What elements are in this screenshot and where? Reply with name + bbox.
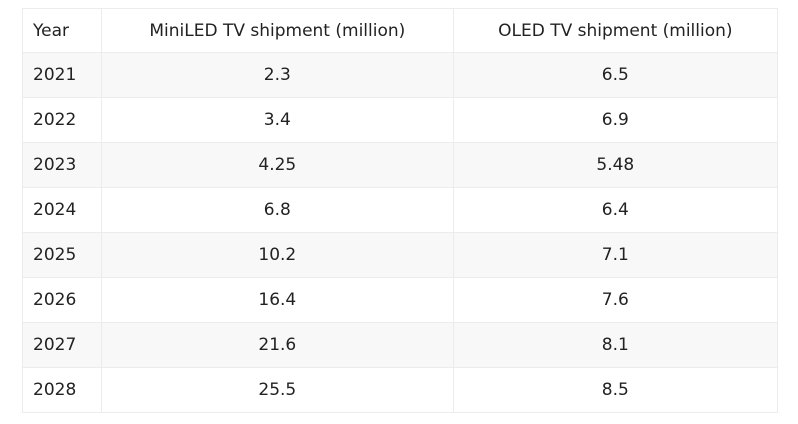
table-cell: 8.5 (452, 367, 779, 413)
table-cell: 2027 (22, 322, 102, 368)
table-cell: 6.4 (452, 187, 779, 233)
table-cell: 7.1 (452, 232, 779, 278)
header-row: Year MiniLED TV shipment (million) OLED TV… (22, 8, 779, 53)
table-cell: 6.9 (452, 97, 779, 143)
table-row: 2022 3.4 6.9 (22, 97, 779, 143)
table-cell: 8.1 (452, 322, 779, 368)
table-cell: 10.2 (101, 232, 454, 278)
table-cell: 2023 (22, 142, 102, 188)
table-row: 2025 10.2 7.1 (22, 232, 779, 278)
table-cell: 4.25 (101, 142, 454, 188)
table-row: 2027 21.6 8.1 (22, 322, 779, 368)
header-cell: OLED TV shipment (million) (452, 8, 779, 53)
table-row: 2024 6.8 6.4 (22, 187, 779, 233)
table-cell: 21.6 (101, 322, 454, 368)
table-body: 2021 2.3 6.5 2022 3.4 6.9 2023 4.25 5.48 2024 6.8 6… (22, 52, 779, 413)
table-row: 2026 16.4 7.6 (22, 277, 779, 323)
table-cell: 2026 (22, 277, 102, 323)
table-cell: 25.5 (101, 367, 454, 413)
table-cell: 2025 (22, 232, 102, 278)
table-cell: 5.48 (452, 142, 779, 188)
table-cell: 16.4 (101, 277, 454, 323)
table-row: 2028 25.5 8.5 (22, 367, 779, 413)
table-head: Year MiniLED TV shipment (million) OLED TV… (22, 8, 779, 53)
header-cell: MiniLED TV shipment (million) (101, 8, 454, 53)
table-cell: 2021 (22, 52, 102, 98)
table-cell: 6.8 (101, 187, 454, 233)
table-cell: 2028 (22, 367, 102, 413)
table-cell: 2.3 (101, 52, 454, 98)
table-cell: 2022 (22, 97, 102, 143)
table-row: 2021 2.3 6.5 (22, 52, 779, 98)
table-cell: 2024 (22, 187, 102, 233)
table-cell: 6.5 (452, 52, 779, 98)
table-cell: 7.6 (452, 277, 779, 323)
header-cell: Year (22, 8, 102, 53)
table-cell: 3.4 (101, 97, 454, 143)
data-table: Year MiniLED TV shipment (million) OLED TV… (22, 8, 779, 413)
table-row: 2023 4.25 5.48 (22, 142, 779, 188)
